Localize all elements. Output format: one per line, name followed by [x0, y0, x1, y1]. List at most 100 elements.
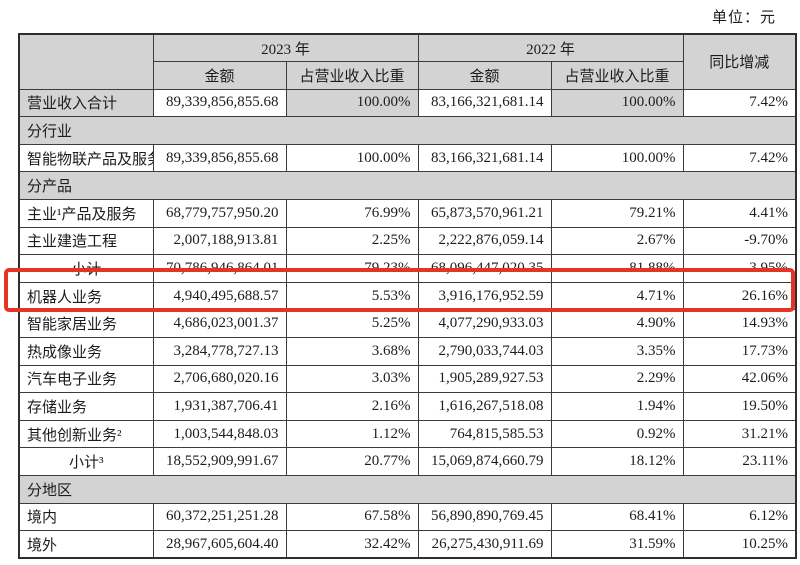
table-row: 小计 70,786,946,864.01 79.23% 68,096,447,020.… [18, 254, 797, 283]
row-label: 其他创新业务² [18, 419, 154, 449]
table-cell: 83,166,321,681.14 [417, 88, 552, 118]
table-cell: 4.41% [682, 199, 797, 228]
table-cell: 4,077,290,933.03 [417, 309, 552, 339]
table-cell: 4.90% [550, 309, 684, 339]
table-row: 境内 60,372,251,251.28 67.58% 56,890,890,769.… [18, 502, 797, 532]
table-cell: 2.67% [550, 226, 684, 256]
header-share-2022: 占营业收入比重 [550, 61, 684, 90]
table-cell: 20.77% [285, 447, 419, 476]
table-cell: 1,931,387,706.41 [152, 392, 287, 421]
header-row-measures: 金额 占营业收入比重 金额 占营业收入比重 [19, 61, 796, 90]
table-cell: 17.73% [682, 337, 797, 366]
header-share-2023: 占营业收入比重 [285, 61, 419, 90]
table-row: 智能家居业务 4,686,023,001.37 5.25% 4,077,290,933… [18, 309, 797, 339]
table-cell: 26,275,430,911.69 [417, 530, 552, 559]
table-row: 存储业务 1,931,387,706.41 2.16% 1,616,267,518.0… [18, 392, 797, 421]
table-cell: 0.92% [550, 419, 684, 449]
table-cell: 100.00% [550, 88, 684, 118]
section-row: 分产品 [18, 171, 797, 201]
table-cell: 68,096,447,020.35 [417, 254, 552, 283]
table-cell: 3.03% [285, 364, 419, 394]
row-label: 汽车电子业务 [18, 364, 154, 394]
section-label: 分产品 [18, 171, 797, 201]
section-label: 分行业 [18, 116, 797, 145]
section-row: 分地区 [18, 475, 797, 504]
row-label: 主业建造工程 [18, 226, 154, 256]
table-cell: 1.12% [285, 419, 419, 449]
table-cell: 3.35% [550, 337, 684, 366]
unit-label: 单位：元 [711, 10, 776, 26]
table-cell: 10.25% [682, 530, 797, 559]
table-cell: 2.29% [550, 364, 684, 394]
table-cell: 2,790,033,744.03 [417, 337, 552, 366]
table-body: 营业收入合计 89,339,856,855.68 100.00% 83,166,321… [18, 88, 797, 559]
table-cell: 70,786,946,864.01 [152, 254, 287, 283]
table-cell: 56,890,890,769.45 [417, 502, 552, 532]
table-cell: 1,003,544,848.03 [152, 419, 287, 449]
table-cell: 28,967,605,604.40 [152, 530, 287, 559]
table-row: 小计³ 18,552,909,991.67 20.77% 15,069,874,660… [18, 447, 797, 476]
table-cell: 89,339,856,855.68 [152, 88, 287, 118]
table-row: 其他创新业务² 1,003,544,848.03 1.12% 764,815,585.… [18, 419, 797, 449]
table-cell: 5.53% [285, 281, 419, 311]
table-cell: 83,166,321,681.14 [417, 143, 552, 173]
table-cell: 79.21% [550, 199, 684, 228]
table-cell: 65,873,570,961.21 [417, 199, 552, 228]
table-cell: 7.42% [682, 143, 797, 173]
table-cell: 68,779,757,950.20 [152, 199, 287, 228]
table-cell: 76.99% [285, 199, 419, 228]
table-cell: 4.71% [550, 281, 684, 311]
row-label: 存储业务 [18, 392, 154, 421]
table-cell: 4,940,495,688.57 [152, 281, 287, 311]
table-cell: 3.95% [682, 254, 797, 283]
table-cell: 2.25% [285, 226, 419, 256]
header-row-years: 2023 年 2022 年 同比增减 [18, 33, 797, 90]
table-cell: 2,222,876,059.14 [417, 226, 552, 256]
table-cell: 67.58% [285, 502, 419, 532]
row-label: 小计³ [18, 447, 154, 476]
table-cell: 1.94% [550, 392, 684, 421]
table-cell: 81.88% [550, 254, 684, 283]
section-label: 分地区 [18, 475, 797, 504]
table-cell: 4,686,023,001.37 [152, 309, 287, 339]
table-cell: 100.00% [285, 88, 419, 118]
table-cell: 18,552,909,991.67 [152, 447, 287, 476]
row-label: 热成像业务 [18, 337, 154, 366]
table-cell: 100.00% [550, 143, 684, 173]
table-cell: 31.21% [682, 419, 797, 449]
table-cell: 26.16% [682, 281, 797, 311]
table-cell: 68.41% [550, 502, 684, 532]
row-label: 营业收入合计 [18, 88, 154, 118]
table-cell: 31.59% [550, 530, 684, 559]
table-cell: 18.12% [550, 447, 684, 476]
table-cell: 5.25% [285, 309, 419, 339]
table-cell: 2.16% [285, 392, 419, 421]
row-label: 境内 [18, 502, 154, 532]
row-label: 机器人业务 [18, 281, 154, 311]
row-label: 主业¹产品及服务 [18, 199, 154, 228]
row-label: 智能物联产品及服务 [18, 143, 154, 173]
table-row: 营业收入合计 89,339,856,855.68 100.00% 83,166,321… [18, 88, 797, 118]
table-cell: 3.68% [285, 337, 419, 366]
table-cell: 14.93% [682, 309, 797, 339]
table-cell: 1,905,289,927.53 [417, 364, 552, 394]
table-cell: 2,007,188,913.81 [152, 226, 287, 256]
header-yoy-change: 同比增减 [682, 33, 797, 90]
table-cell: 19.50% [682, 392, 797, 421]
section-row: 分行业 [18, 116, 797, 145]
table-cell: 3,916,176,952.59 [417, 281, 552, 311]
table-cell: 60,372,251,251.28 [152, 502, 287, 532]
table-cell: 2,706,680,020.16 [152, 364, 287, 394]
header-blank-cell [18, 33, 154, 90]
row-label: 小计 [18, 254, 154, 283]
header-year-2023: 2023 年 [152, 33, 419, 63]
header-amount-2022: 金额 [417, 61, 552, 90]
revenue-breakdown-table: 2023 年 2022 年 同比增减 金额 占营业收入比重 金额 占营业收入比重… [18, 33, 798, 560]
table-cell: 1,616,267,518.08 [417, 392, 552, 421]
table-cell: 32.42% [285, 530, 419, 559]
table-cell: 3,284,778,727.13 [152, 337, 287, 366]
table-cell: 89,339,856,855.68 [152, 143, 287, 173]
table-cell: 7.42% [682, 88, 797, 118]
table-row-highlighted: 机器人业务 4,940,495,688.57 5.53% 3,916,176,952.… [18, 281, 797, 311]
